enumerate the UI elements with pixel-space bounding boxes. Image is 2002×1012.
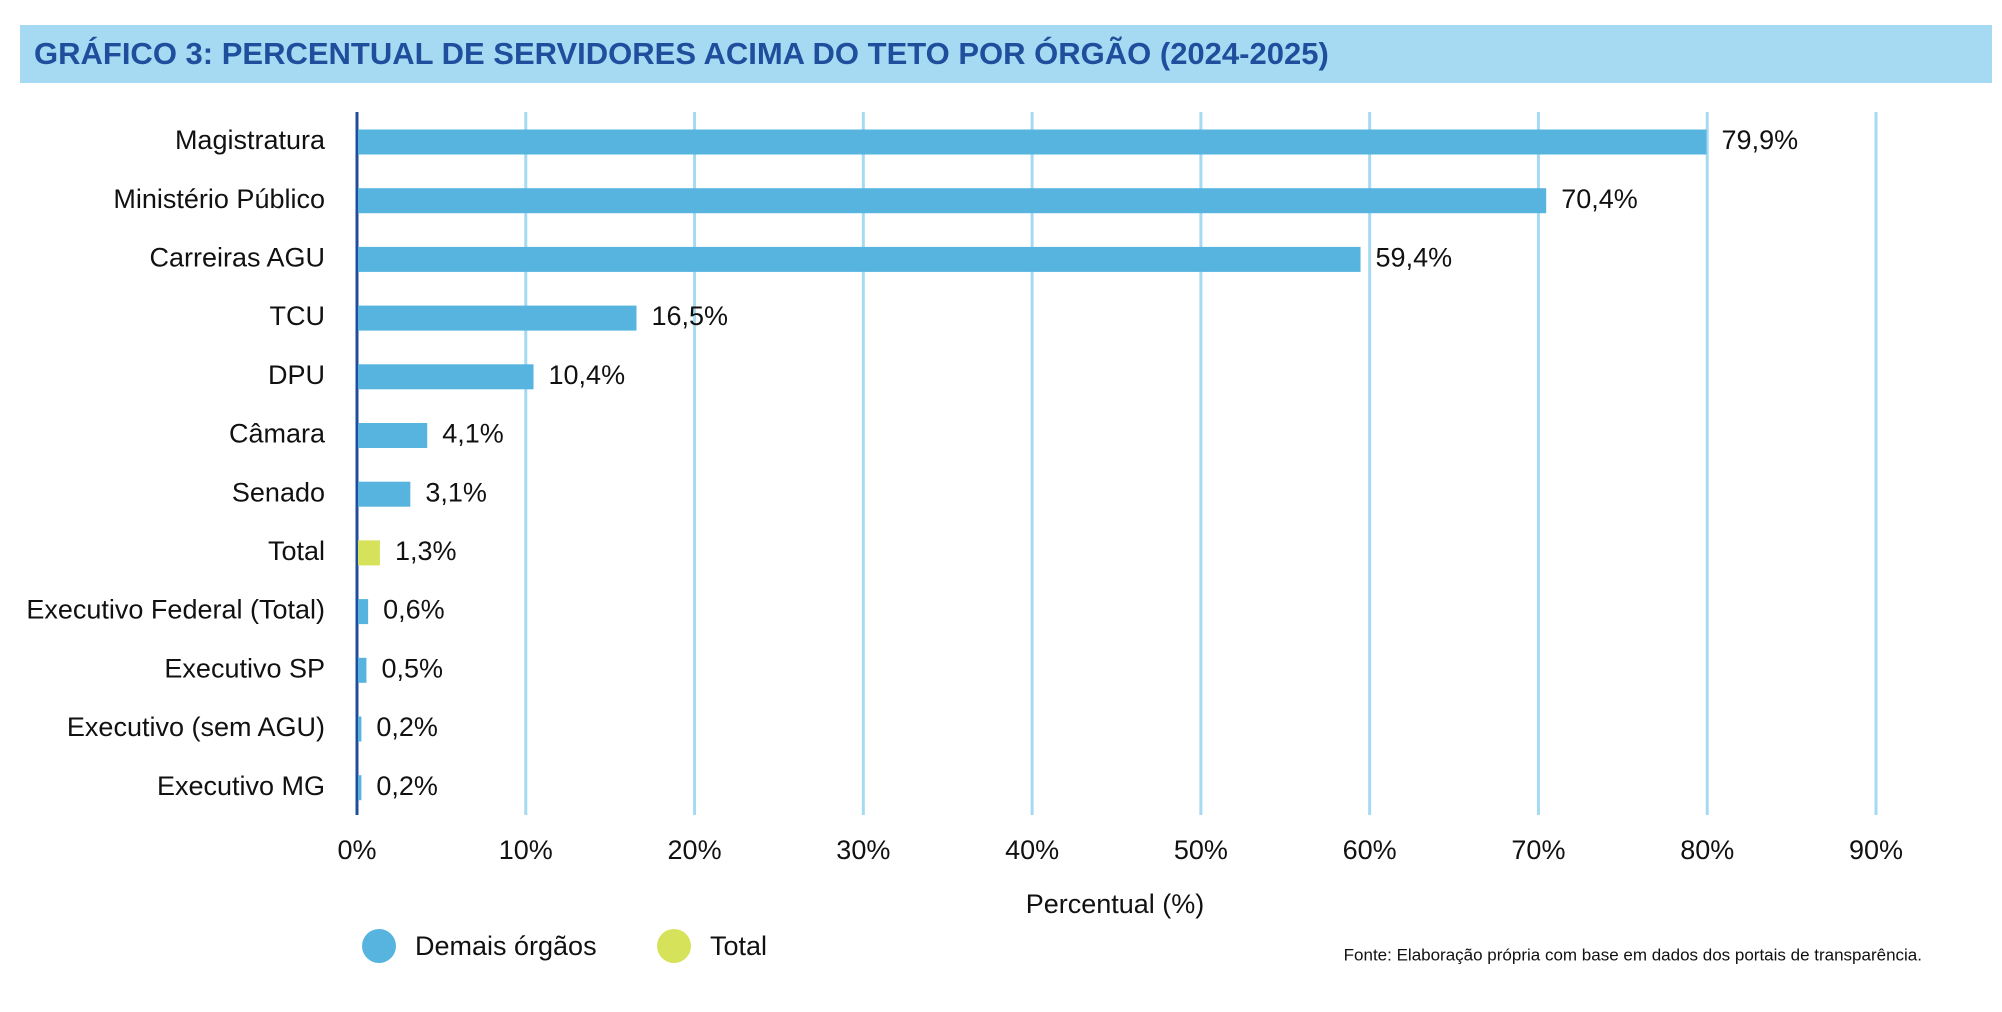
value-label: 3,1% xyxy=(425,477,487,507)
value-label: 79,9% xyxy=(1722,125,1799,155)
y-tick-label: Executivo SP xyxy=(164,653,325,683)
y-tick-label: Executivo (sem AGU) xyxy=(67,712,325,742)
x-tick-label: 70% xyxy=(1511,835,1565,865)
y-tick-label: Câmara xyxy=(229,419,326,449)
value-label: 16,5% xyxy=(651,301,728,331)
bar xyxy=(358,305,637,331)
x-tick-label: 60% xyxy=(1343,835,1397,865)
x-tick-label: 40% xyxy=(1005,835,1059,865)
bar xyxy=(358,129,1707,155)
bar xyxy=(358,775,362,801)
bar xyxy=(358,540,380,566)
title-bar xyxy=(20,25,1992,83)
value-label: 0,2% xyxy=(376,771,438,801)
x-axis-label: Percentual (%) xyxy=(1026,889,1205,919)
value-label: 70,4% xyxy=(1561,184,1638,214)
value-label: 0,5% xyxy=(381,653,443,683)
value-label: 4,1% xyxy=(442,419,504,449)
bar xyxy=(358,657,367,683)
x-tick-label: 10% xyxy=(499,835,553,865)
value-label: 59,4% xyxy=(1376,243,1453,273)
source-note: Fonte: Elaboração própria com base em da… xyxy=(1344,945,1922,964)
value-label: 1,3% xyxy=(395,536,457,566)
y-tick-label: TCU xyxy=(270,301,326,331)
value-label: 0,2% xyxy=(376,712,438,742)
y-tick-label: Magistratura xyxy=(175,125,326,155)
y-tick-label: Total xyxy=(268,536,325,566)
bar xyxy=(358,423,428,448)
x-tick-label: 30% xyxy=(836,835,890,865)
legend-label: Total xyxy=(710,931,767,961)
x-tick-label: 80% xyxy=(1680,835,1734,865)
legend-swatch xyxy=(362,929,396,963)
value-label: 0,6% xyxy=(383,595,445,625)
y-tick-label: Ministério Público xyxy=(113,184,325,214)
value-label: 10,4% xyxy=(549,360,626,390)
x-tick-label: 0% xyxy=(337,835,376,865)
bar xyxy=(358,246,1361,272)
y-tick-label: Senado xyxy=(232,477,325,507)
bar xyxy=(358,481,411,507)
y-tick-label: Executivo MG xyxy=(157,771,325,801)
x-tick-label: 20% xyxy=(668,835,722,865)
legend-label: Demais órgãos xyxy=(415,931,597,961)
x-tick-label: 50% xyxy=(1174,835,1228,865)
legend-swatch xyxy=(657,929,691,963)
bar xyxy=(358,716,362,742)
y-tick-label: DPU xyxy=(268,360,325,390)
bar xyxy=(358,188,1547,214)
chart-title: GRÁFICO 3: PERCENTUAL DE SERVIDORES ACIM… xyxy=(34,35,1329,71)
y-tick-label: Executivo Federal (Total) xyxy=(26,595,325,625)
bar xyxy=(358,364,534,390)
bar xyxy=(358,599,369,625)
x-tick-label: 90% xyxy=(1849,835,1903,865)
y-tick-label: Carreiras AGU xyxy=(149,243,325,273)
